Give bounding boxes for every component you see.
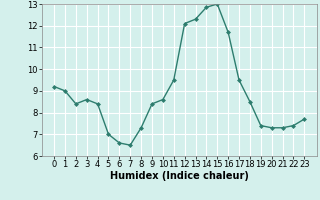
X-axis label: Humidex (Indice chaleur): Humidex (Indice chaleur): [110, 171, 249, 181]
